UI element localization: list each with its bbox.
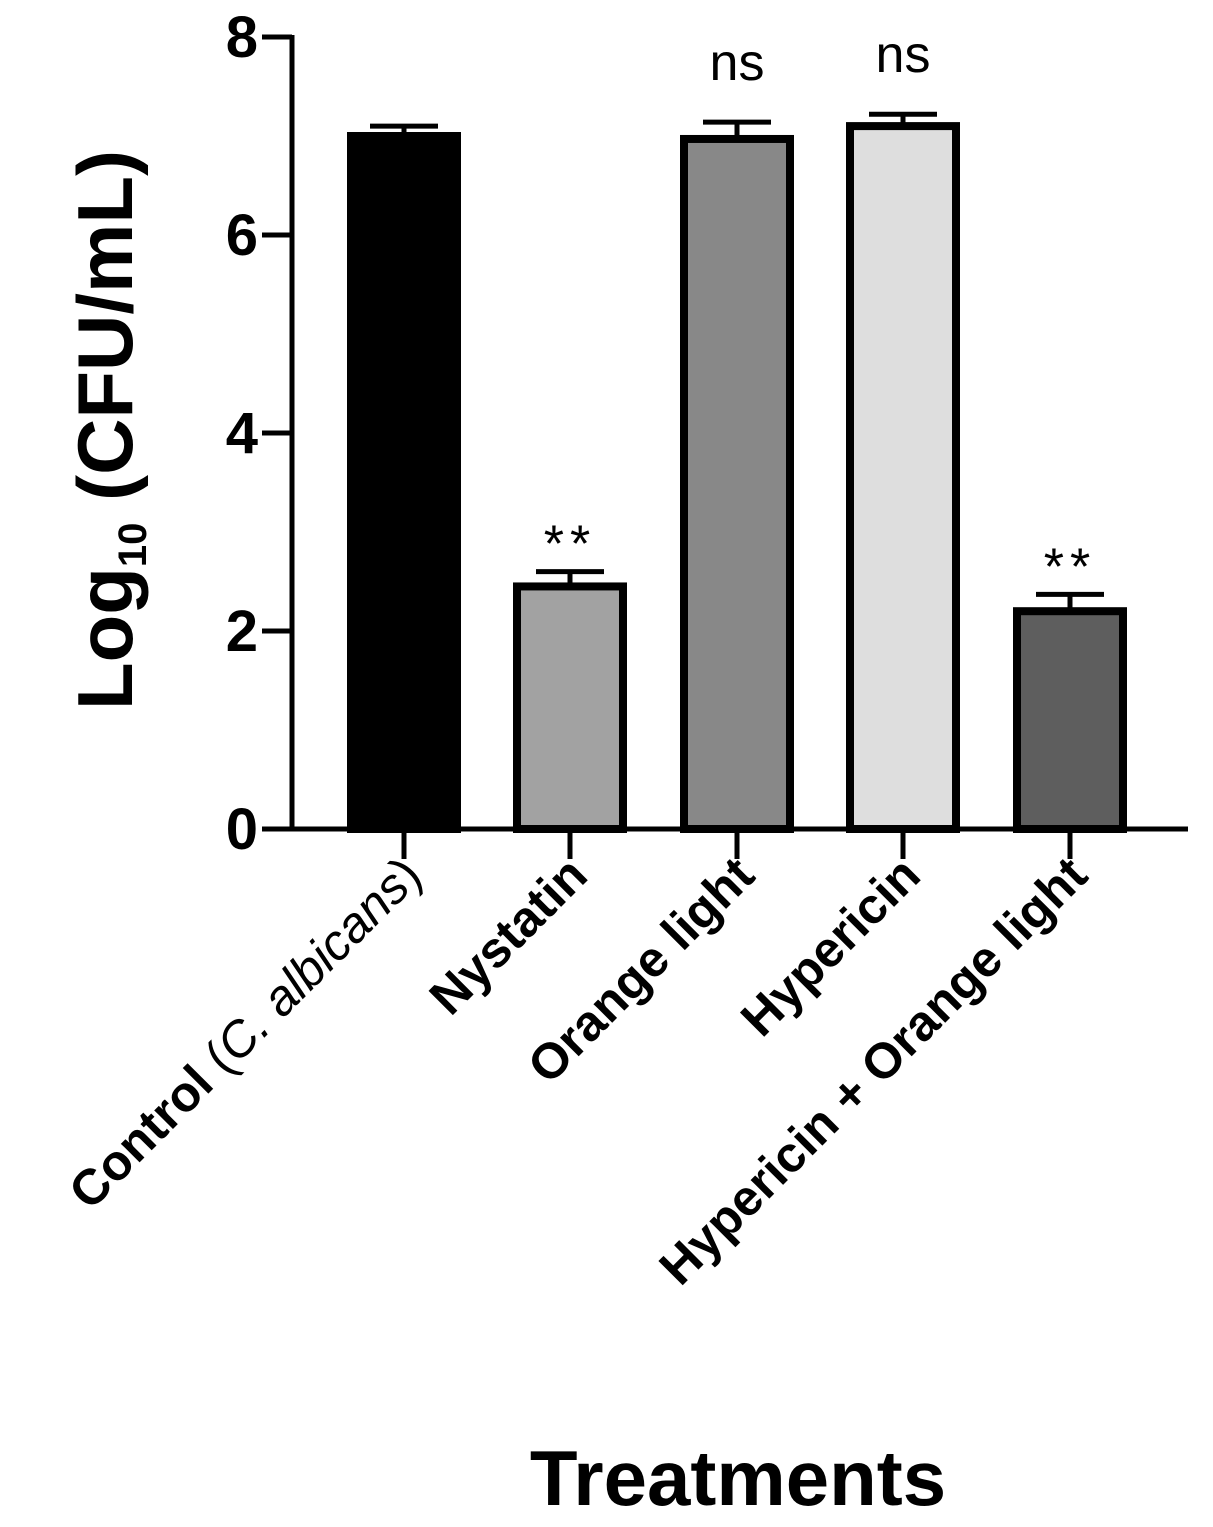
significance-label-5: **	[1044, 538, 1096, 596]
bars-layer	[347, 122, 1127, 834]
y-axis-title: Log10 (CFU/mL)	[61, 150, 155, 710]
category-label-1: Control (C. albicans)	[58, 846, 432, 1220]
x-axis-title: Treatments	[530, 1434, 946, 1522]
y-tick-label-3: 6	[226, 203, 258, 268]
bar-4	[846, 122, 960, 834]
y-tick-label-4: 8	[226, 5, 258, 70]
significance-label-4: ns	[876, 26, 931, 84]
y-tick-label-1: 2	[226, 599, 258, 664]
y-tick-label-0: 0	[226, 797, 258, 862]
bar-2	[513, 582, 627, 834]
significance-label-2: **	[544, 516, 596, 574]
bar-3	[680, 134, 794, 834]
bar-5	[1013, 607, 1127, 834]
axes-layer	[262, 34, 1188, 859]
bar-1	[347, 132, 461, 833]
category-label-2: Nystatin	[419, 846, 598, 1025]
error-bars-layer	[370, 111, 1104, 612]
significance-label-3: ns	[710, 34, 765, 92]
y-tick-label-2: 4	[226, 401, 258, 466]
